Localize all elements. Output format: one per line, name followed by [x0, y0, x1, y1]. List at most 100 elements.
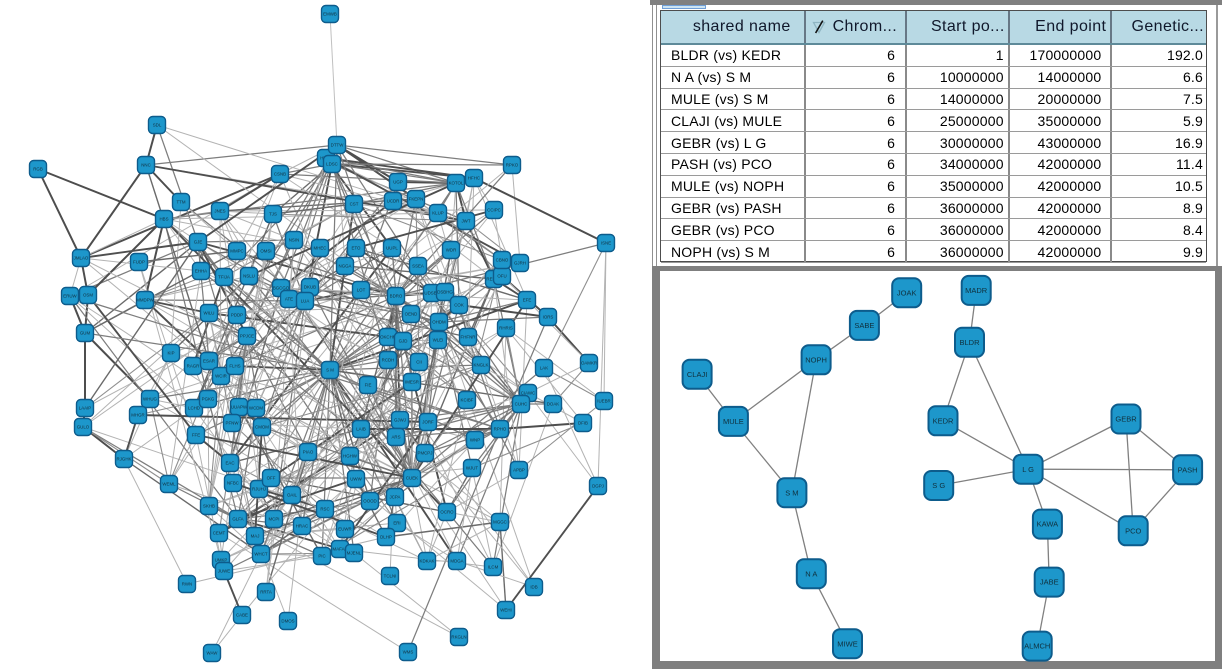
svg-text:EAC: EAC: [225, 461, 234, 466]
svg-text:SDL: SDL: [153, 123, 162, 128]
svg-text:OHDM: OHDM: [432, 320, 446, 325]
svg-text:DLHP: DLHP: [380, 535, 392, 540]
svg-text:OFF: OFF: [267, 476, 276, 481]
svg-text:FKEPN: FKEPN: [409, 197, 424, 202]
svg-text:MAFAP: MAFAP: [333, 547, 348, 552]
svg-text:BGCGO: BGCGO: [273, 286, 290, 291]
svg-text:PASH: PASH: [1178, 465, 1198, 474]
svg-text:IDB: IDB: [530, 585, 537, 590]
svg-text:ARS: ARS: [391, 435, 400, 440]
svg-text:KNGLK: KNGLK: [474, 363, 489, 368]
svg-text:UMKP: UMKP: [215, 558, 228, 563]
svg-text:GJWJ: GJWJ: [394, 418, 406, 423]
svg-text:MHGR: MHGR: [131, 413, 144, 418]
svg-text:MMDPW: MMDPW: [136, 298, 154, 303]
svg-text:WILU: WILU: [204, 311, 215, 316]
svg-text:HBS: HBS: [159, 217, 168, 222]
svg-text:CMOM: CMOM: [255, 425, 269, 430]
svg-text:WJUT: WJUT: [466, 466, 479, 471]
svg-text:L G: L G: [1022, 465, 1034, 474]
svg-text:WHCT: WHCT: [254, 552, 267, 557]
svg-text:JMLAO: JMLAO: [74, 256, 89, 261]
svg-text:MJENL: MJENL: [347, 551, 362, 556]
svg-text:KDKAK: KDKAK: [420, 559, 435, 564]
svg-text:LOT: LOT: [357, 288, 366, 293]
svg-text:PIC: PIC: [318, 554, 325, 559]
svg-text:OSM: OSM: [83, 293, 93, 298]
svg-text:OEND: OEND: [405, 312, 418, 317]
svg-text:IMESR: IMESR: [405, 380, 419, 385]
svg-text:FIE: FIE: [365, 383, 372, 388]
svg-text:NGGA: NGGA: [339, 264, 352, 269]
svg-text:TCLNI: TCLNI: [384, 574, 397, 579]
svg-text:PMCPJ: PMCPJ: [418, 451, 433, 456]
svg-text:CBNO: CBNO: [496, 258, 509, 263]
svg-text:CSNB: CSNB: [274, 172, 286, 177]
svg-text:PPJCE: PPJCE: [240, 334, 254, 339]
svg-text:JOAK: JOAK: [897, 288, 917, 297]
svg-text:S M: S M: [326, 368, 334, 373]
svg-text:MULE: MULE: [723, 417, 744, 426]
svg-text:PCO: PCO: [1125, 526, 1141, 535]
svg-text:ALMCH: ALMCH: [1024, 642, 1050, 651]
svg-text:KLUP: KLUP: [432, 211, 444, 216]
svg-text:WCIR: WCIR: [215, 374, 227, 379]
svg-text:EHHA: EHHA: [195, 269, 207, 274]
svg-text:NNC: NNC: [141, 163, 151, 168]
svg-text:MDGA: MDGA: [450, 559, 463, 564]
svg-text:WEHI: WEHI: [500, 608, 511, 613]
svg-text:OOOD: OOOD: [363, 499, 376, 504]
svg-text:NFBC: NFBC: [227, 481, 239, 486]
svg-text:CUEK: CUEK: [406, 476, 418, 481]
svg-text:RJGHK: RJGHK: [117, 457, 132, 462]
svg-text:DOAK: DOAK: [547, 402, 560, 407]
svg-text:WMS: WMS: [403, 650, 414, 655]
svg-text:NOPH: NOPH: [805, 355, 827, 364]
svg-text:KIP: KIP: [167, 351, 174, 356]
svg-text:CLAJI: CLAJI: [687, 370, 707, 379]
svg-text:LDSC: LDSC: [326, 162, 338, 167]
svg-text:JCPA: JCPA: [390, 495, 401, 500]
svg-text:OMSI: OMSI: [260, 249, 271, 254]
svg-text:EUWR: EUWR: [338, 527, 351, 532]
svg-text:NSIN: NSIN: [289, 238, 300, 243]
svg-text:ERI: ERI: [393, 521, 400, 526]
svg-text:RRTA: RRTA: [260, 590, 272, 595]
svg-text:UUPL: UUPL: [386, 246, 398, 251]
svg-text:RGB: RGB: [33, 167, 43, 172]
svg-text:WCDM: WCDM: [249, 406, 263, 411]
svg-text:ISNE: ISNE: [601, 241, 611, 246]
svg-text:CIAWC: CIAWC: [521, 391, 535, 396]
svg-text:CST: CST: [350, 202, 359, 207]
svg-text:FFE: FFE: [192, 433, 200, 438]
svg-text:LCHD: LCHD: [188, 406, 200, 411]
svg-text:GEBR: GEBR: [1115, 415, 1137, 424]
svg-text:WEML: WEML: [162, 482, 176, 487]
svg-text:HGHW: HGHW: [343, 454, 358, 459]
svg-text:S G: S G: [932, 481, 945, 490]
svg-text:GJD: GJD: [399, 339, 408, 344]
svg-text:MHEC: MHEC: [314, 246, 327, 251]
svg-text:UCDR: UCDR: [387, 199, 400, 204]
svg-text:RSC: RSC: [320, 507, 329, 512]
svg-text:WAW: WAW: [207, 651, 219, 656]
svg-text:DSBHG: DSBHG: [437, 290, 453, 295]
svg-text:GJE: GJE: [194, 240, 203, 245]
svg-text:WLEI: WLEI: [433, 338, 444, 343]
svg-text:ETO: ETO: [352, 246, 362, 251]
svg-text:UGP: UGP: [393, 180, 403, 185]
svg-text:JWT: JWT: [461, 219, 470, 224]
svg-text:FLHS: FLHS: [229, 364, 240, 369]
svg-text:RPKO: RPKO: [506, 163, 519, 168]
svg-text:DMOS: DMOS: [281, 619, 294, 624]
svg-text:RHRIS: RHRIS: [499, 326, 513, 331]
svg-text:LUA: LUA: [301, 299, 310, 304]
svg-text:RAGR: RAGR: [187, 364, 200, 369]
svg-text:PGKG: PGKG: [202, 397, 215, 402]
svg-text:KOTOL: KOTOL: [449, 181, 464, 186]
svg-text:LAK: LAK: [540, 366, 548, 371]
svg-text:JORF: JORF: [422, 420, 434, 425]
svg-text:DKUB: DKUB: [304, 285, 316, 290]
svg-text:PIAO: PIAO: [303, 450, 314, 455]
svg-text:RCDH: RCDH: [382, 358, 395, 363]
